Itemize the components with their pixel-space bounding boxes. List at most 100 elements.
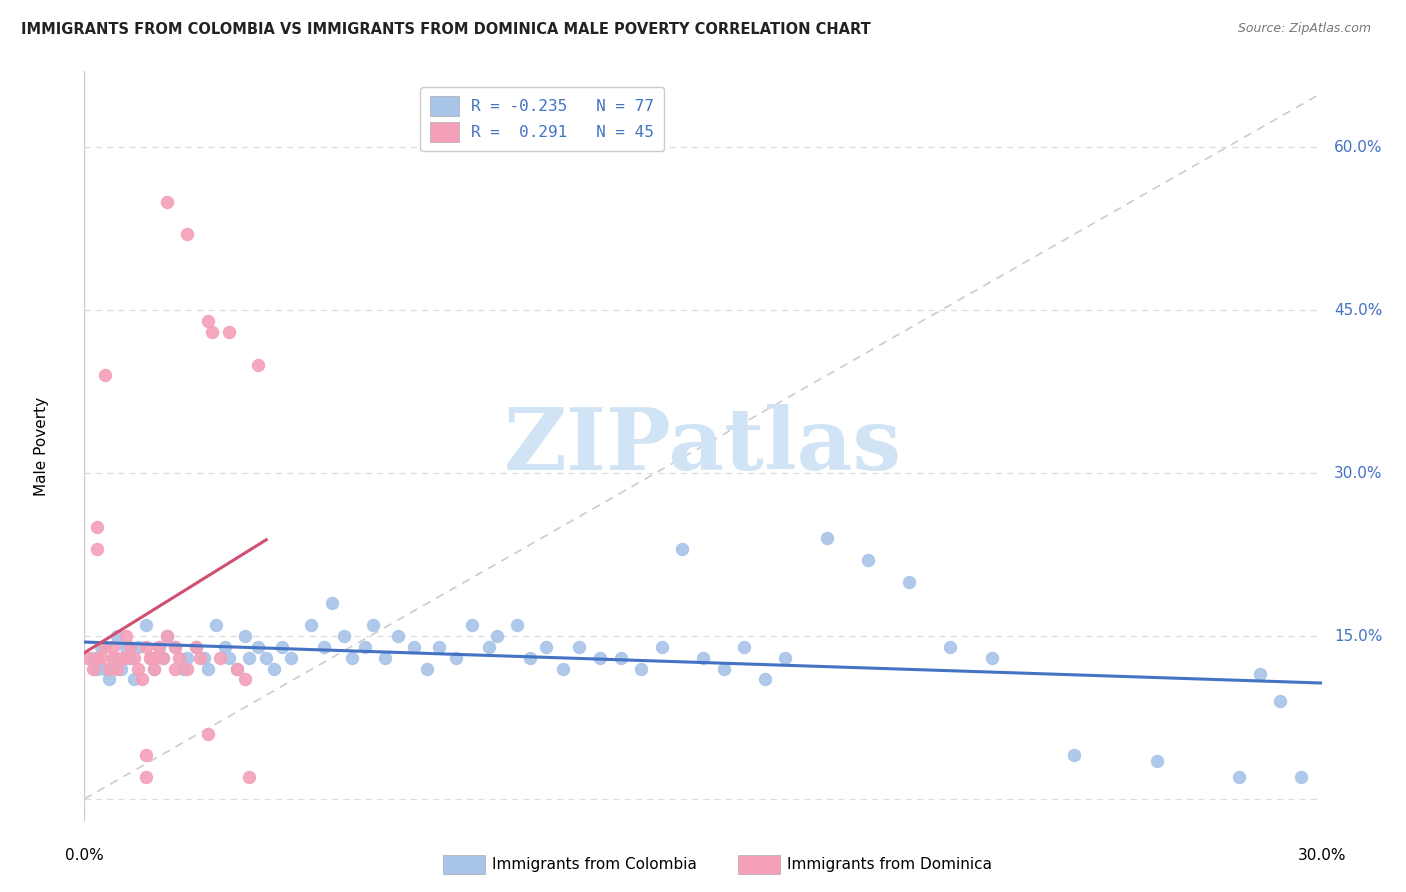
Point (651, 640, 673, 654)
Point (1289, 770, 1312, 784)
Point (114, 629, 136, 643)
Point (630, 662, 652, 676)
Text: 60.0%: 60.0% (1334, 140, 1382, 155)
Point (176, 662, 198, 676)
Legend: R = -0.235   N = 77, R =  0.291   N = 45: R = -0.235 N = 77, R = 0.291 N = 45 (420, 87, 664, 152)
Text: 30.0%: 30.0% (1298, 847, 1346, 863)
Point (77, 650, 100, 665)
Point (90, 640, 112, 654)
Point (246, 640, 269, 654)
Point (263, 662, 285, 676)
Point (156, 629, 179, 643)
Point (898, 574, 921, 589)
Point (387, 629, 409, 643)
Point (165, 662, 187, 676)
Point (165, 640, 187, 654)
Point (98, 662, 121, 676)
Point (188, 650, 211, 665)
Point (135, 748, 157, 763)
Point (139, 650, 162, 665)
Point (197, 662, 219, 676)
Point (321, 597, 343, 611)
Point (131, 673, 153, 687)
Point (86, 662, 108, 676)
Point (754, 673, 776, 687)
Point (105, 629, 128, 643)
Point (135, 618, 157, 632)
Point (148, 640, 170, 654)
Point (86, 542, 108, 557)
Point (135, 640, 157, 654)
Point (374, 650, 396, 665)
Point (477, 640, 499, 654)
Text: ZIPatlas: ZIPatlas (503, 404, 903, 488)
Point (312, 640, 335, 654)
Point (94, 662, 117, 676)
Point (427, 640, 450, 654)
Point (110, 650, 132, 665)
Point (172, 662, 194, 676)
Point (353, 640, 375, 654)
Point (152, 650, 174, 665)
Point (506, 618, 529, 632)
Point (184, 640, 207, 654)
Point (815, 531, 838, 545)
Point (536, 640, 558, 654)
Point (209, 650, 232, 665)
Text: Immigrants from Dominica: Immigrants from Dominica (787, 857, 993, 871)
Point (184, 640, 207, 654)
Point (233, 673, 256, 687)
Point (226, 662, 249, 676)
Point (82, 662, 104, 676)
Point (218, 325, 240, 339)
Point (143, 650, 166, 665)
Point (114, 650, 136, 665)
Point (103, 640, 125, 654)
Point (238, 770, 260, 784)
Point (939, 640, 962, 654)
Point (176, 650, 198, 665)
Point (152, 650, 174, 665)
Text: IMMIGRANTS FROM COLOMBIA VS IMMIGRANTS FROM DOMINICA MALE POVERTY CORRELATION CH: IMMIGRANTS FROM COLOMBIA VS IMMIGRANTS F… (21, 22, 870, 37)
Point (1270, 694, 1292, 708)
Point (342, 650, 364, 665)
Text: 0.0%: 0.0% (65, 847, 104, 863)
Point (201, 325, 224, 339)
Point (589, 650, 612, 665)
Point (176, 227, 198, 242)
Text: Immigrants from Colombia: Immigrants from Colombia (492, 857, 697, 871)
Text: Male Poverty: Male Poverty (34, 396, 49, 496)
Point (86, 520, 108, 534)
Point (333, 629, 356, 643)
Text: 45.0%: 45.0% (1334, 302, 1382, 318)
Point (226, 662, 249, 676)
Point (86, 650, 108, 665)
Point (280, 650, 302, 665)
Point (551, 662, 574, 676)
Point (110, 662, 132, 676)
Point (271, 640, 294, 654)
Point (127, 640, 149, 654)
Point (98, 673, 121, 687)
Point (122, 673, 145, 687)
Point (775, 650, 797, 665)
Point (167, 650, 190, 665)
Point (671, 542, 693, 557)
Point (156, 629, 179, 643)
Point (444, 650, 467, 665)
Point (193, 650, 215, 665)
Point (461, 618, 484, 632)
Point (485, 629, 508, 643)
Point (1146, 754, 1168, 768)
Text: 15.0%: 15.0% (1334, 629, 1382, 643)
Point (82, 650, 104, 665)
Point (415, 662, 437, 676)
Point (103, 650, 125, 665)
Point (218, 650, 240, 665)
Point (299, 618, 322, 632)
Point (238, 650, 260, 665)
Point (143, 662, 166, 676)
Point (197, 314, 219, 328)
Point (1249, 667, 1271, 681)
Point (165, 640, 187, 654)
